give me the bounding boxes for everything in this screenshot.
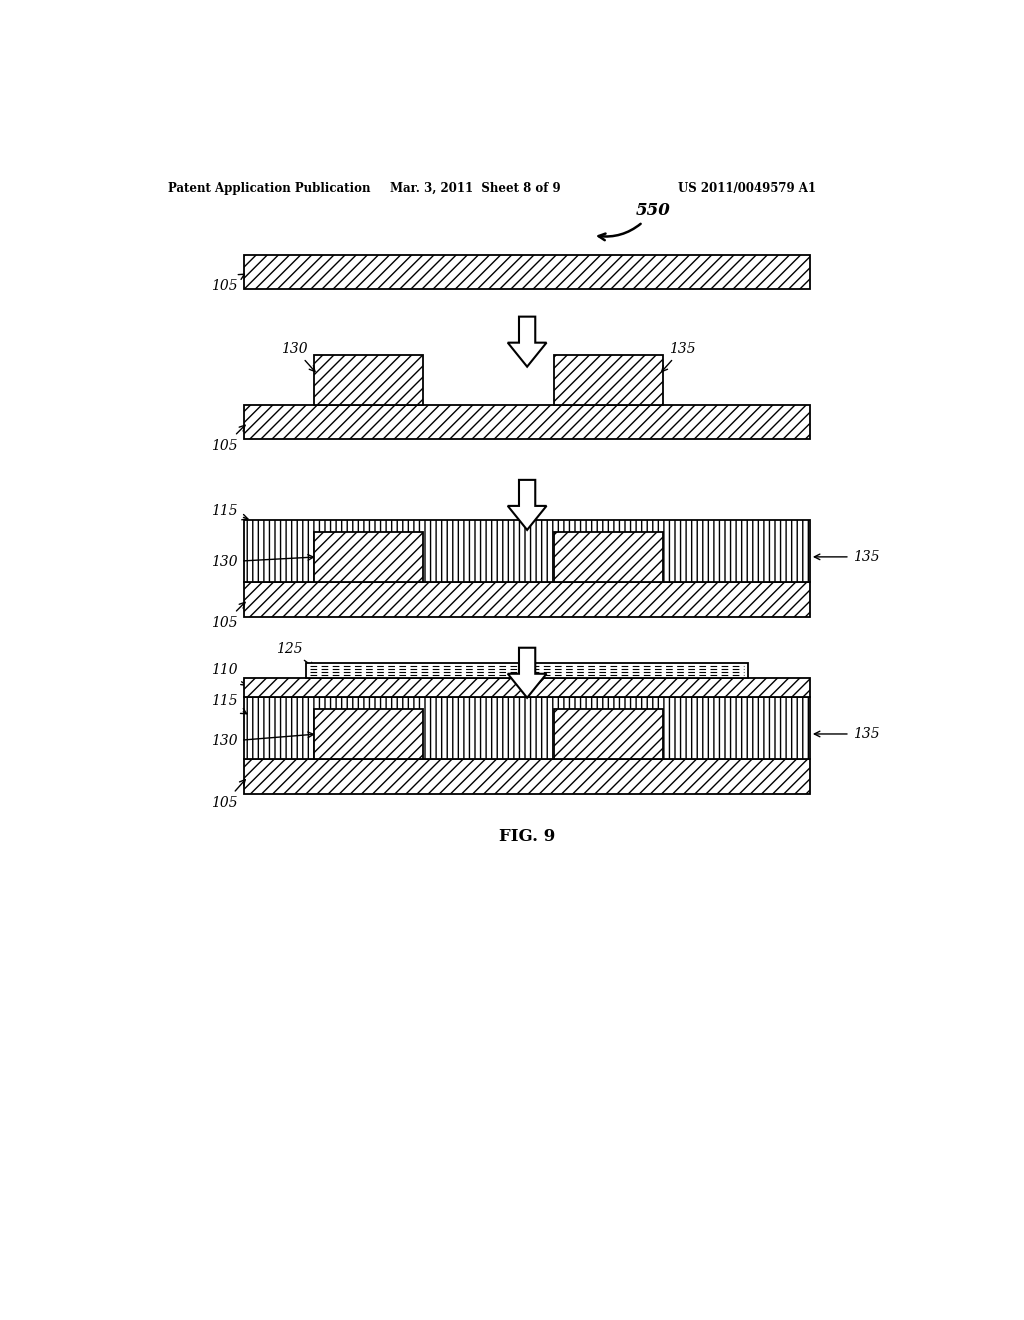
Bar bbox=[245, 520, 810, 582]
Bar bbox=[314, 709, 423, 759]
Text: 125: 125 bbox=[275, 642, 314, 668]
Bar bbox=[306, 663, 748, 678]
Text: Mar. 3, 2011  Sheet 8 of 9: Mar. 3, 2011 Sheet 8 of 9 bbox=[390, 182, 560, 194]
Text: 105: 105 bbox=[211, 425, 245, 453]
Text: Patent Application Publication: Patent Application Publication bbox=[168, 182, 371, 194]
Text: 105: 105 bbox=[211, 275, 245, 293]
Bar bbox=[245, 759, 810, 793]
Bar bbox=[245, 405, 810, 440]
Polygon shape bbox=[508, 317, 547, 367]
Text: 550: 550 bbox=[599, 202, 671, 240]
Bar bbox=[245, 697, 810, 759]
Bar bbox=[554, 355, 663, 405]
Bar bbox=[245, 678, 810, 697]
Text: FIG. 9: FIG. 9 bbox=[499, 829, 555, 845]
Text: US 2011/0049579 A1: US 2011/0049579 A1 bbox=[678, 182, 816, 194]
Polygon shape bbox=[508, 648, 547, 698]
Bar bbox=[245, 582, 810, 616]
Text: 115: 115 bbox=[211, 504, 248, 520]
Text: 130: 130 bbox=[211, 554, 313, 569]
Bar bbox=[554, 532, 663, 582]
Bar bbox=[314, 532, 423, 582]
Text: 135: 135 bbox=[814, 727, 880, 741]
Polygon shape bbox=[508, 480, 547, 529]
Text: 130: 130 bbox=[211, 733, 313, 748]
Text: 115: 115 bbox=[211, 694, 247, 714]
Bar bbox=[245, 255, 810, 289]
Bar bbox=[554, 709, 663, 759]
Text: 110: 110 bbox=[211, 664, 247, 685]
Bar bbox=[314, 355, 423, 405]
Text: 135: 135 bbox=[662, 342, 695, 371]
Text: 105: 105 bbox=[211, 602, 245, 630]
Text: 105: 105 bbox=[211, 780, 246, 810]
Text: 135: 135 bbox=[814, 550, 880, 564]
Text: 130: 130 bbox=[282, 342, 315, 371]
